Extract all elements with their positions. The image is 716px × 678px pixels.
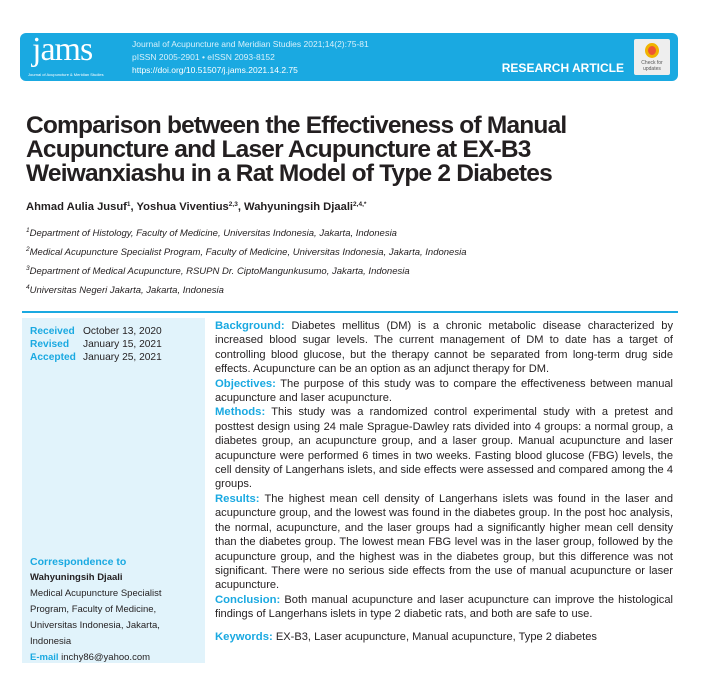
article-info-panel: Received October 13, 2020 Revised January …	[22, 318, 205, 663]
journal-header: jams Journal of Acupuncture & Meridian S…	[20, 33, 678, 81]
revised-date: January 15, 2021	[83, 339, 162, 350]
dates: Received October 13, 2020 Revised January …	[30, 326, 162, 363]
affiliation: 2Medical Acupuncture Specialist Program,…	[26, 246, 467, 258]
author-list: Ahmad Aulia Jusuf1, Yoshua Viventius2,3,…	[26, 201, 367, 213]
abstract-background: Background: Diabetes mellitus (DM) is a …	[215, 320, 673, 376]
correspondence: Correspondence to Wahyuningsih Djaali Me…	[30, 554, 205, 666]
keywords: Keywords: EX-B3, Laser acupuncture, Manu…	[215, 630, 597, 643]
check-for-updates-button[interactable]: Check for updates	[634, 39, 670, 75]
article-title: Comparison between the Effectiveness of …	[26, 112, 567, 187]
author: Ahmad Aulia Jusuf	[26, 201, 127, 213]
author: Yoshua Viventius	[136, 201, 229, 213]
logo-subtitle: Journal of Acupuncture & Meridian Studie…	[28, 72, 104, 77]
title-block: Comparison between the Effectiveness of …	[26, 112, 676, 299]
affiliations: 1Department of Histology, Faculty of Med…	[26, 223, 676, 299]
article-type: RESEARCH ARTICLE	[501, 61, 624, 75]
affiliation: 1Department of Histology, Faculty of Med…	[26, 227, 397, 239]
author: Wahyuningsih Djaali	[244, 201, 354, 213]
correspondent-address: Medical Acupuncture Specialist Program, …	[30, 588, 162, 647]
email-link[interactable]: inchy86@yahoo.com	[61, 652, 151, 663]
abstract-results: Results: The highest mean cell density o…	[215, 492, 673, 592]
crossmark-icon	[645, 43, 659, 58]
correspondent-name: Wahyuningsih Djaali	[30, 572, 123, 583]
journal-logo: jams	[32, 31, 93, 68]
abstract-conclusion: Conclusion: Both manual acupuncture and …	[215, 593, 673, 621]
abstract-objectives: Objectives: The purpose of this study wa…	[215, 377, 673, 405]
abstract: Background: Diabetes mellitus (DM) is a …	[215, 319, 673, 644]
affiliation: 3Department of Medical Acupuncture, RSUP…	[26, 265, 410, 277]
divider	[22, 311, 678, 313]
received-date: October 13, 2020	[83, 326, 162, 337]
abstract-methods: Methods: This study was a randomized con…	[215, 406, 673, 491]
accepted-date: January 25, 2021	[83, 352, 162, 363]
citation: Journal of Acupuncture and Meridian Stud…	[132, 39, 369, 49]
doi-link[interactable]: https://doi.org/10.51507/j.jams.2021.14.…	[132, 65, 298, 75]
issn: pISSN 2005-2901 • eISSN 2093-8152	[132, 52, 275, 62]
affiliation: 4Universitas Negeri Jakarta, Jakarta, In…	[26, 284, 224, 296]
journal-meta: Journal of Acupuncture and Meridian Stud…	[132, 38, 369, 77]
